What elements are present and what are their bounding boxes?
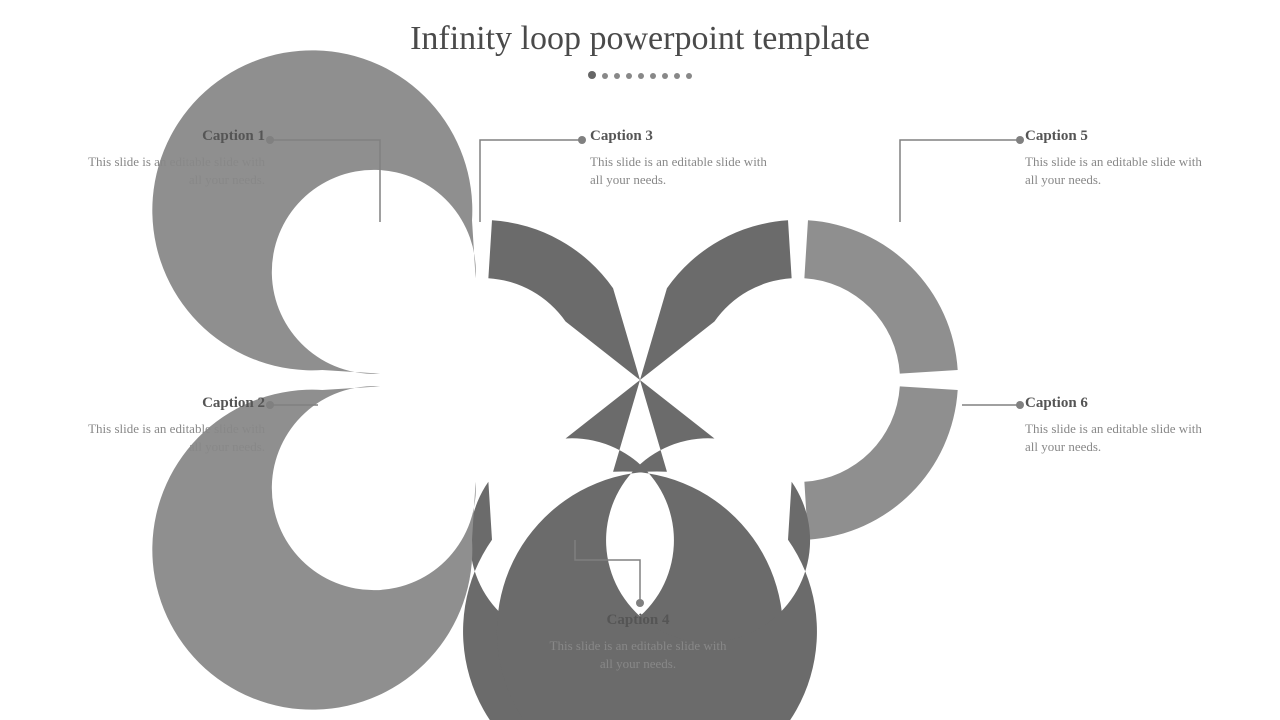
caption-5-title: Caption 5: [1025, 128, 1205, 145]
caption-1: Caption 1 This slide is an editable slid…: [85, 128, 265, 189]
caption-1-title: Caption 1: [85, 128, 265, 145]
connector-dot-c3: [578, 136, 586, 144]
caption-3-body: This slide is an editable slide with all…: [590, 153, 770, 189]
caption-5-body: This slide is an editable slide with all…: [1025, 153, 1205, 189]
connector-dot-c2: [266, 401, 274, 409]
connector-c5: [900, 140, 1020, 222]
loop-seg-right-top: [804, 220, 957, 373]
connector-dot-c6: [1016, 401, 1024, 409]
caption-6-body: This slide is an editable slide with all…: [1025, 420, 1205, 456]
loop-seg-left-top: [152, 50, 476, 374]
connector-dot-c5: [1016, 136, 1024, 144]
connector-dot-c4: [636, 599, 644, 607]
caption-4-body: This slide is an editable slide with all…: [548, 637, 728, 673]
caption-4-title: Caption 4: [548, 612, 728, 629]
caption-1-body: This slide is an editable slide with all…: [85, 153, 265, 189]
caption-3-title: Caption 3: [590, 128, 770, 145]
caption-3: Caption 3 This slide is an editable slid…: [590, 128, 770, 189]
connector-c3: [480, 140, 582, 222]
caption-2: Caption 2 This slide is an editable slid…: [85, 395, 265, 456]
connector-dot-c1: [266, 136, 274, 144]
caption-6-title: Caption 6: [1025, 395, 1205, 412]
caption-4: Caption 4 This slide is an editable slid…: [548, 612, 728, 673]
loop-seg-right-bottom: [804, 386, 957, 539]
caption-2-body: This slide is an editable slide with all…: [85, 420, 265, 456]
caption-6: Caption 6 This slide is an editable slid…: [1025, 395, 1205, 456]
caption-5: Caption 5 This slide is an editable slid…: [1025, 128, 1205, 189]
caption-2-title: Caption 2: [85, 395, 265, 412]
